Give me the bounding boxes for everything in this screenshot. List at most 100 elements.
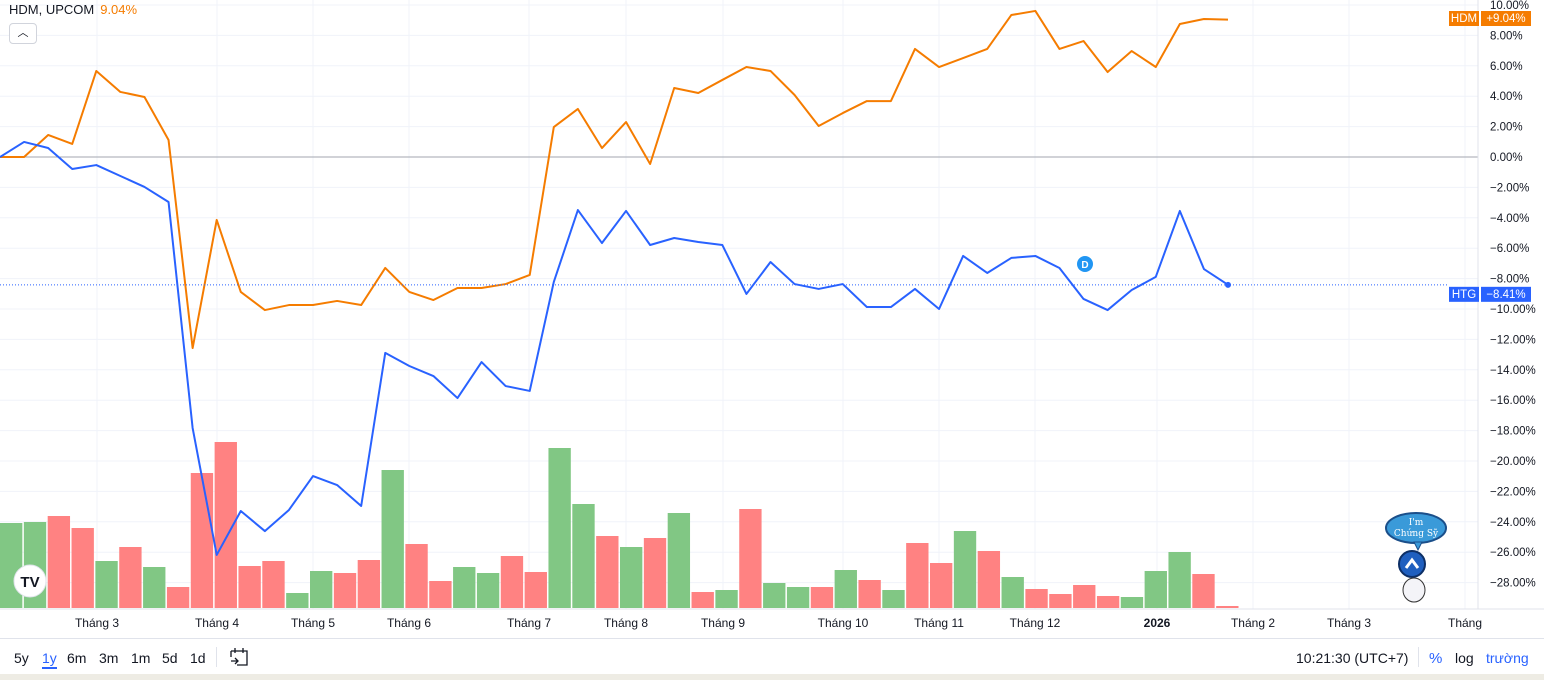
y-tick-label: 10.00% <box>1490 0 1529 12</box>
y-tick-label: 6.00% <box>1490 61 1523 73</box>
volume-bar <box>453 567 476 608</box>
range-6m[interactable]: 6m <box>67 650 87 666</box>
volume-bar <box>405 544 428 608</box>
y-tick-label: −18.00% <box>1490 426 1536 438</box>
y-tick-label: −8.00% <box>1490 274 1529 286</box>
x-tick-label: Tháng 4 <box>195 616 239 630</box>
x-tick-label: Tháng 8 <box>604 616 648 630</box>
hdm-name-label: HDM <box>1451 13 1477 25</box>
y-tick-label: −16.00% <box>1490 395 1536 407</box>
y-tick-label: 8.00% <box>1490 30 1523 42</box>
volume-bar <box>310 571 333 608</box>
tradingview-logo-text: TV <box>20 574 39 591</box>
hdm-value-label: +9.04% <box>1486 13 1525 25</box>
x-tick-label: Tháng 3 <box>1327 616 1371 630</box>
volume-bar <box>572 504 595 608</box>
volume-bar <box>214 442 237 608</box>
range-1y[interactable]: 1y <box>42 650 57 669</box>
volume-bar <box>143 567 166 608</box>
volume-bar <box>1144 571 1167 608</box>
divider <box>1418 647 1419 667</box>
auto-toggle[interactable]: trường <box>1486 650 1529 666</box>
volume-bar <box>1073 585 1096 608</box>
x-tick-label: Tháng 11 <box>914 616 964 630</box>
y-tick-label: −22.00% <box>1490 486 1536 498</box>
volume-bar <box>0 523 23 608</box>
mascot-text: I'm <box>1409 518 1424 528</box>
x-tick-label: Tháng 5 <box>291 616 335 630</box>
x-tick-label: Tháng 9 <box>701 616 745 630</box>
y-tick-label: −12.00% <box>1490 334 1536 346</box>
go-to-date-icon[interactable] <box>229 647 249 667</box>
y-tick-label: −26.00% <box>1490 547 1536 559</box>
volume-bar <box>643 538 667 608</box>
x-tick-label: Tháng 6 <box>387 616 431 630</box>
x-tick-label: Tháng 2 <box>1231 616 1275 630</box>
htg-value-label: −8.41% <box>1486 289 1525 301</box>
volume-bar <box>667 513 691 608</box>
volume-bar <box>238 566 261 608</box>
divider <box>216 647 217 667</box>
range-5y[interactable]: 5y <box>14 650 29 666</box>
bottom-toolbar: 5y 1y 6m 3m 1m 5d 1d 10:21:30 (UTC+7) % … <box>0 638 1544 675</box>
volume-bar <box>71 528 94 608</box>
volume-bar <box>882 590 905 608</box>
htg-name-tag <box>1449 286 1479 302</box>
volume-bar <box>786 587 810 608</box>
series-line-htg <box>0 140 1229 556</box>
percent-toggle[interactable]: % <box>1429 650 1443 667</box>
volume-bar <box>858 580 881 608</box>
volume-bar <box>930 563 953 608</box>
volume-bar <box>620 547 643 608</box>
range-3m[interactable]: 3m <box>99 650 119 666</box>
volume-bar <box>166 587 190 608</box>
x-tick-label: 2026 <box>1144 616 1171 630</box>
volume-bar <box>953 531 977 608</box>
chevron-up-icon: ︿ <box>17 27 29 39</box>
volume-bar <box>429 581 452 608</box>
x-tick-label: Tháng 12 <box>1010 616 1061 630</box>
volume-bar <box>763 583 786 608</box>
range-1d[interactable]: 1d <box>190 650 206 666</box>
volume-bar <box>357 560 381 608</box>
volume-bar <box>286 593 309 608</box>
volume-bar <box>1025 589 1048 608</box>
volume-bar <box>1192 574 1215 608</box>
volume-bar <box>596 536 619 608</box>
dividend-marker-label: D <box>1081 260 1088 271</box>
volume-bar <box>47 516 71 608</box>
y-tick-label: −28.00% <box>1490 578 1536 590</box>
chart-legend: HDM, UPCOM 9.04% <box>9 2 137 17</box>
y-tick-label: −14.00% <box>1490 365 1536 377</box>
volume-bar <box>262 561 285 608</box>
volume-bar <box>476 573 500 608</box>
volume-bar <box>834 570 857 608</box>
page-bottom-strip <box>0 674 1544 680</box>
volume-bar <box>739 509 762 608</box>
volume-bar <box>381 470 404 608</box>
y-tick-label: −2.00% <box>1490 182 1529 194</box>
clock: 10:21:30 (UTC+7) <box>1296 650 1409 666</box>
volume-bar <box>1168 552 1191 608</box>
mascot-widget[interactable]: I'm Chứng Sỹ <box>1380 512 1452 604</box>
volume-bar <box>1096 596 1120 608</box>
y-tick-label: 4.00% <box>1490 91 1523 103</box>
volume-bar <box>119 547 142 608</box>
tradingview-logo <box>13 564 47 598</box>
y-tick-label: −24.00% <box>1490 517 1536 529</box>
volume-bar <box>977 551 1001 608</box>
volume-bar <box>1001 577 1024 608</box>
collapse-legend-button[interactable]: ︿ <box>9 23 37 44</box>
range-1m[interactable]: 1m <box>131 650 151 666</box>
volume-bar <box>548 448 571 608</box>
volume-bar <box>691 592 714 608</box>
y-tick-label: 2.00% <box>1490 122 1523 134</box>
volume-bar <box>500 556 524 608</box>
log-toggle[interactable]: log <box>1455 650 1474 666</box>
price-chart[interactable]: 10.00% 8.00% 6.00% 4.00% 2.00% 0.00% −2.00% −4.… <box>0 0 1544 638</box>
y-tick-label: −10.00% <box>1490 304 1536 316</box>
volume-bar <box>333 573 357 608</box>
htg-name-label: HTG <box>1452 289 1476 301</box>
volume-bar <box>906 543 929 608</box>
range-5d[interactable]: 5d <box>162 650 178 666</box>
